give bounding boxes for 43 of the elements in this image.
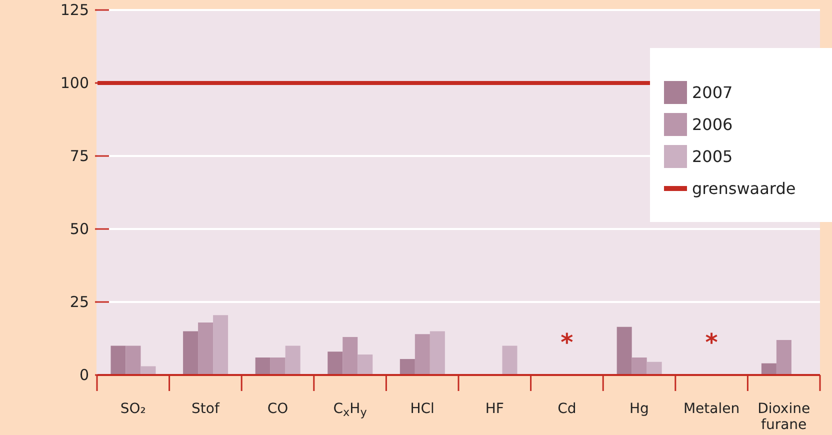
y-tick-label: 0 (79, 366, 89, 384)
legend-label: 2006 (692, 114, 733, 134)
bar (761, 363, 776, 375)
x-tick-label: Metalen (683, 401, 740, 417)
y-tick-label: 75 (70, 147, 89, 165)
y-tick-label: 25 (70, 293, 89, 311)
bar (285, 346, 300, 375)
x-tick-label: Cd (558, 401, 576, 417)
legend-label: grenswaarde (692, 178, 796, 198)
bar (110, 346, 126, 375)
bar (776, 340, 792, 375)
y-tick-label: 125 (60, 1, 89, 19)
x-tick-label: Dioxine furane (758, 401, 810, 433)
bar (126, 346, 141, 375)
bar (140, 366, 156, 375)
bar (328, 352, 343, 375)
x-tick-label: HCl (410, 401, 434, 417)
x-tick-label: HF (485, 401, 504, 417)
x-tick-label: CO (267, 401, 288, 417)
bar (255, 357, 270, 375)
x-tick-label: SO₂ (120, 401, 146, 417)
x-tick-label: Hg (630, 401, 649, 417)
bar (270, 357, 286, 375)
x-tick-label: Stof (192, 401, 220, 417)
bar (358, 354, 373, 375)
bar (502, 346, 518, 375)
bar (430, 331, 445, 375)
bar (414, 334, 430, 375)
bar (198, 322, 214, 375)
bar (183, 331, 198, 375)
y-tick-label: 50 (70, 220, 89, 238)
x-tick-label: C$_{x}$H$_{y}$ (333, 401, 368, 420)
bar (646, 362, 662, 375)
bar (616, 326, 632, 375)
legend-label: 2007 (692, 82, 733, 102)
annotation: * (705, 328, 718, 356)
legend-label: 2005 (692, 146, 733, 166)
bar (400, 358, 415, 375)
y-tick-label: 100 (60, 74, 89, 92)
bar (342, 337, 358, 375)
annotation: * (560, 328, 574, 356)
bar (213, 315, 228, 375)
bar (632, 357, 647, 375)
